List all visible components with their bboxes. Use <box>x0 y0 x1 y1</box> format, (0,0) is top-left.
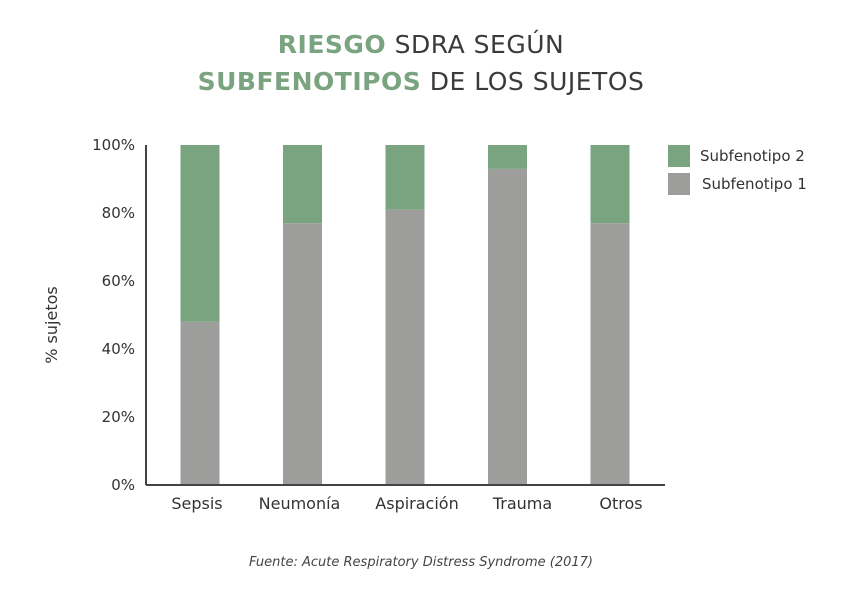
y-tick-label: 0% <box>111 476 135 494</box>
x-tick-label: Neumonía <box>259 494 341 513</box>
bar-subfenotipo-1 <box>590 223 630 485</box>
title-highlight: RIESGO <box>277 30 387 59</box>
bar-subfenotipo-1 <box>385 209 425 485</box>
legend-swatch <box>668 173 690 195</box>
legend-label: Subfenotipo 2 <box>700 147 805 165</box>
x-tick-label: Otros <box>599 494 642 513</box>
source-note: Fuente: Acute Respiratory Distress Syndr… <box>248 555 593 570</box>
bar-subfenotipo-1 <box>488 168 527 486</box>
y-tick-label: 40% <box>102 340 135 358</box>
x-tick-label: Trauma <box>492 494 552 513</box>
x-tick-label: Aspiración <box>375 494 458 513</box>
y-tick-label: 20% <box>102 408 135 426</box>
title-highlight: SUBFENOTIPOS <box>197 67 422 96</box>
y-tick-label: 100% <box>92 136 135 154</box>
bar-subfenotipo-1 <box>283 223 322 485</box>
bar-subfenotipo-2 <box>590 145 630 224</box>
title-text: SDRA SEGÚN <box>386 30 565 59</box>
bar-subfenotipo-2 <box>180 145 220 322</box>
y-tick-label: 80% <box>102 204 135 222</box>
bar-subfenotipo-2 <box>283 145 322 224</box>
chart-title-line2: SUBFENOTIPOS DE LOS SUJETOS <box>0 67 842 96</box>
chart-title-line1: RIESGO SDRA SEGÚN <box>0 30 842 59</box>
bar-subfenotipo-1 <box>180 321 220 485</box>
bar-subfenotipo-2 <box>488 145 527 169</box>
y-axis-label: % sujetos <box>42 286 61 363</box>
title-text: DE LOS SUJETOS <box>421 67 645 96</box>
y-tick-label: 60% <box>102 272 135 290</box>
legend-label: Subfenotipo 1 <box>702 175 807 193</box>
legend-swatch <box>668 145 690 167</box>
x-tick-label: Sepsis <box>171 494 222 513</box>
bar-subfenotipo-2 <box>385 145 425 210</box>
